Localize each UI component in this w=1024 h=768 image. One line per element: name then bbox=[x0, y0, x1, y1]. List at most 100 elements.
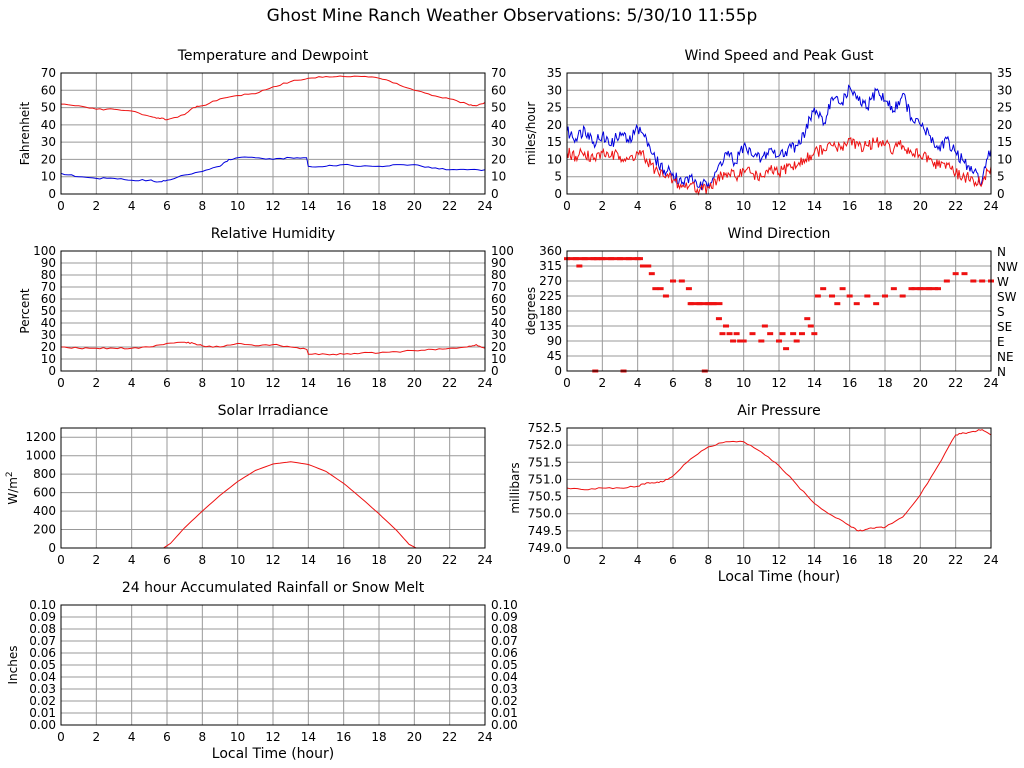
x-tick-label: 18 bbox=[371, 553, 386, 567]
y-tick-label: 20 bbox=[41, 152, 56, 166]
y-tick-label: 0.03 bbox=[29, 682, 56, 696]
data-point bbox=[873, 302, 880, 306]
x-tick-label: 0 bbox=[563, 376, 571, 390]
data-point bbox=[811, 332, 818, 336]
x-tick-label: 12 bbox=[265, 730, 280, 744]
y-tick-label: 0.04 bbox=[29, 670, 56, 684]
x-tick-label: 14 bbox=[301, 730, 316, 744]
page-title: Ghost Mine Ranch Weather Observations: 5… bbox=[266, 6, 758, 26]
x-tick-label: 0 bbox=[57, 553, 65, 567]
plot-frame bbox=[60, 427, 486, 549]
x-tick-label: 20 bbox=[407, 730, 422, 744]
x-tick-label: 22 bbox=[442, 376, 457, 390]
y-tick-label-right: 90 bbox=[491, 256, 506, 270]
plot-frame bbox=[566, 427, 992, 549]
data-point bbox=[979, 279, 986, 283]
x-tick-label: 4 bbox=[634, 376, 642, 390]
x-tick-label: 8 bbox=[199, 553, 207, 567]
x-tick-label: 6 bbox=[669, 553, 677, 567]
x-tick-label: 16 bbox=[842, 199, 857, 213]
x-tick-label: 16 bbox=[336, 553, 351, 567]
x-tick-label: 6 bbox=[163, 199, 171, 213]
y-tick-label-right: 25 bbox=[997, 101, 1012, 115]
y-tick-label-right: 0.02 bbox=[491, 694, 518, 708]
x-tick-label: 18 bbox=[877, 199, 892, 213]
y-tick-label-right: 30 bbox=[491, 328, 506, 342]
y-tick-label: 40 bbox=[41, 316, 56, 330]
y-tick-label: 0.07 bbox=[29, 634, 56, 648]
y-tick-label: 400 bbox=[33, 504, 56, 518]
y-tick-label: 80 bbox=[41, 268, 56, 282]
y-tick-label: 15 bbox=[547, 135, 562, 149]
data-point bbox=[820, 287, 827, 291]
data-point bbox=[790, 332, 797, 336]
data-point bbox=[839, 287, 846, 291]
y-tick-label: 30 bbox=[41, 328, 56, 342]
x-tick-label: 24 bbox=[983, 553, 998, 567]
x-tick-label: 4 bbox=[634, 199, 642, 213]
x-tick-label: 16 bbox=[336, 730, 351, 744]
x-tick-label: 24 bbox=[983, 376, 998, 390]
x-tick-label: 24 bbox=[477, 199, 492, 213]
x-tick-label: 0 bbox=[57, 376, 65, 390]
y-axis-label: W/m2 bbox=[5, 471, 20, 504]
y-tick-label: 30 bbox=[41, 135, 56, 149]
data-point bbox=[730, 339, 737, 343]
x-tick-label: 8 bbox=[705, 199, 713, 213]
y-tick-label: 10 bbox=[41, 170, 56, 184]
y-tick-label: 1200 bbox=[25, 430, 56, 444]
data-point bbox=[733, 332, 740, 336]
x-tick-label: 6 bbox=[163, 553, 171, 567]
data-point bbox=[779, 332, 786, 336]
y-tick-label: 0.08 bbox=[29, 622, 56, 636]
chart-rain: 24 hour Accumulated Rainfall or Snow Mel… bbox=[6, 580, 518, 762]
x-tick-label: 6 bbox=[669, 199, 677, 213]
x-tick-label: 18 bbox=[877, 376, 892, 390]
y-axis-label: millibars bbox=[508, 462, 522, 513]
y-tick-label: 5 bbox=[554, 170, 562, 184]
y-tick-label: 750.0 bbox=[528, 507, 562, 521]
y-tick-label: 60 bbox=[41, 83, 56, 97]
x-tick-label: 16 bbox=[842, 376, 857, 390]
data-point bbox=[961, 272, 968, 276]
x-tick-label: 18 bbox=[371, 199, 386, 213]
x-tick-label: 2 bbox=[93, 553, 101, 567]
data-point bbox=[793, 339, 800, 343]
data-point bbox=[970, 279, 977, 283]
chart-title: Air Pressure bbox=[737, 403, 820, 419]
plot-frame bbox=[60, 250, 486, 372]
data-point bbox=[807, 324, 814, 328]
data-point bbox=[829, 294, 835, 298]
x-tick-label: 20 bbox=[913, 199, 928, 213]
y-tick-label: 752.0 bbox=[528, 438, 562, 452]
compass-label: N bbox=[997, 245, 1006, 259]
y-tick-label: 749.0 bbox=[528, 541, 562, 555]
plot-frame bbox=[566, 72, 992, 195]
y-tick-label-right: 40 bbox=[491, 316, 506, 330]
y-tick-label: 225 bbox=[539, 289, 562, 303]
y-tick-label: 0 bbox=[554, 187, 562, 201]
y-tick-label-right: 0 bbox=[491, 187, 499, 201]
data-point bbox=[761, 324, 768, 328]
y-axis-label: degrees bbox=[524, 287, 538, 335]
y-tick-label-right: 0.03 bbox=[491, 682, 518, 696]
y-tick-label: 315 bbox=[539, 259, 562, 273]
y-tick-label: 752.5 bbox=[528, 421, 562, 435]
x-tick-label: 2 bbox=[93, 199, 101, 213]
y-tick-label-right: 10 bbox=[997, 152, 1012, 166]
chart-title: Solar Irradiance bbox=[218, 403, 329, 419]
y-tick-label: 135 bbox=[539, 319, 562, 333]
x-tick-label: 22 bbox=[948, 553, 963, 567]
plot-frame bbox=[60, 604, 486, 726]
x-tick-label: 12 bbox=[265, 376, 280, 390]
x-tick-label: 24 bbox=[477, 553, 492, 567]
y-tick-label: 0.01 bbox=[29, 706, 56, 720]
y-tick-label-right: 50 bbox=[491, 101, 506, 115]
y-tick-label-right: 5 bbox=[997, 170, 1005, 184]
y-tick-label-right: 0.05 bbox=[491, 658, 518, 672]
x-axis-label: Local Time (hour) bbox=[212, 746, 334, 762]
x-tick-label: 20 bbox=[913, 376, 928, 390]
x-tick-label: 22 bbox=[948, 376, 963, 390]
y-tick-label: 751.0 bbox=[528, 472, 562, 486]
